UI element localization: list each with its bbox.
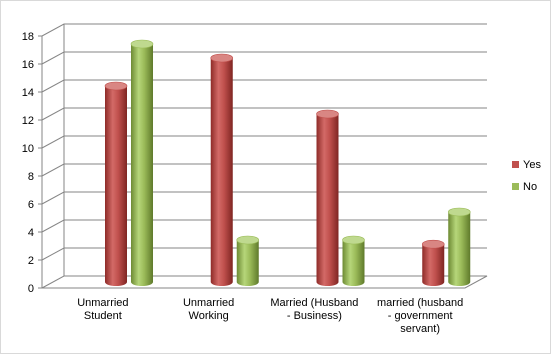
y-tick-label: 16 [22,59,34,71]
gridline [41,135,487,149]
bar-body [131,40,153,286]
category-label-1: Working [189,310,229,322]
category-label-2: Married (Husband [270,297,358,309]
legend: Yes No [512,159,541,193]
y-tick-label: 10 [22,143,34,155]
y-tick-label: 2 [28,255,34,267]
gridline [41,51,487,65]
bar-body [105,82,127,286]
bar-body [448,208,471,286]
legend-swatch-no [512,183,519,190]
y-tick-label: 4 [28,227,34,239]
y-tick-label: 18 [22,31,34,43]
bar-yes-0 [104,81,128,286]
gridline [41,79,487,93]
category-label-0: Student [84,310,122,322]
legend-swatch-yes [512,161,519,168]
bar-body [316,110,339,286]
legend-label-yes: Yes [523,159,541,171]
y-tick-label: 14 [22,87,34,99]
bar-no-0 [130,39,154,286]
bar-top [210,53,234,63]
bar-yes-1 [210,53,234,286]
gridline [41,163,487,177]
category-label-1: Unmarried [183,297,234,309]
plot-walls [41,24,488,289]
bar-body [342,236,365,286]
gridline [41,23,487,37]
category-label-3: - government [388,310,453,322]
bar-no-2 [342,235,365,286]
gridline [41,107,487,121]
bar-body [422,240,445,286]
gridline [41,219,487,233]
category-label-0: Unmarried [77,297,128,309]
bar-top [421,239,445,249]
bar-yes-2 [316,109,339,286]
category-label-3: servant) [400,323,440,335]
bar-yes-3 [421,239,445,286]
bar-top [447,207,471,217]
bar-no-3 [447,207,471,286]
category-label-2: - Business) [287,310,342,322]
y-tick-label: 12 [22,115,34,127]
bar-top [316,109,339,119]
floor [41,275,488,289]
x-axis-categories: UnmarriedStudentUnmarriedWorkingMarried … [77,297,463,335]
bar-top [130,39,154,49]
bar-no-1 [236,235,260,286]
y-tick-label: 6 [28,199,34,211]
y-axis-ticks: 0 2 4 6 8 10 12 14 16 18 [22,31,42,295]
y-tick-label: 0 [28,283,34,295]
bar-top [342,235,365,245]
bars [104,39,471,286]
bar-top [236,235,260,245]
y-tick-label: 8 [28,171,34,183]
gridline [41,191,487,205]
legend-label-no: No [523,181,537,193]
bar-body [236,236,259,286]
category-label-3: married (husband [377,297,463,309]
bar-top [104,81,128,91]
bar-body [210,54,233,286]
